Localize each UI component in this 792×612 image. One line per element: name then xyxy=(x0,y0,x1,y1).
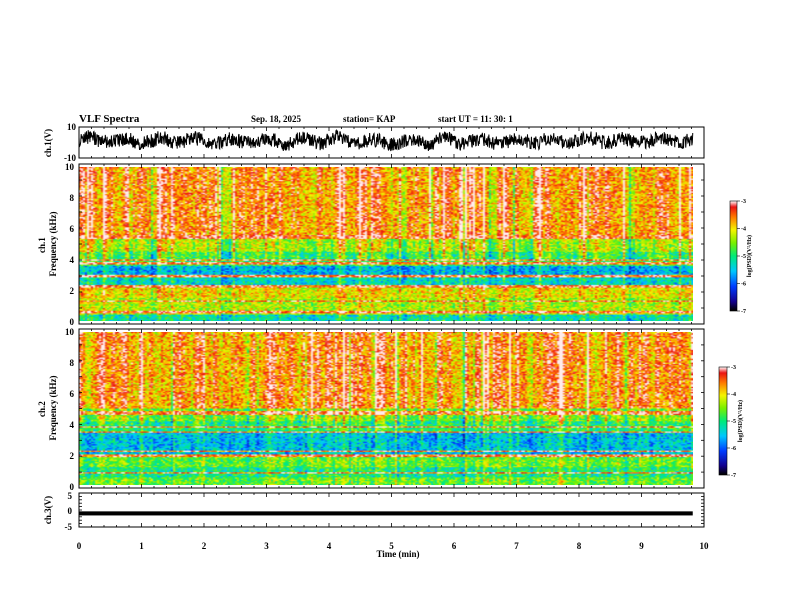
ch3-ytick-5: 5 xyxy=(68,491,73,501)
ch2-cbar-tick-m5: -5 xyxy=(731,419,736,425)
x-tick-label: 3 xyxy=(264,541,269,551)
ch2-colorbar-ticks xyxy=(727,366,730,476)
x-tick-label: 2 xyxy=(202,541,207,551)
x-tick-label: 10 xyxy=(700,541,710,551)
ch2-ytick-0: 0 xyxy=(70,482,75,492)
ch1-ytick-0: 0 xyxy=(70,317,75,327)
ch1-waveform-trace xyxy=(78,129,694,152)
x-tick-label: 1 xyxy=(139,541,144,551)
ch1-spectrogram-ylabel: ch.1 Frequency (kHz) xyxy=(37,211,58,276)
x-axis-tick-labels: 0 1 2 3 4 5 6 7 8 9 10 xyxy=(77,541,709,551)
ch1-ytick-4: 4 xyxy=(70,255,75,265)
ch2-ytick-6: 6 xyxy=(70,389,75,399)
x-tick-label: 7 xyxy=(514,541,519,551)
ch1-channel-label: ch.1 xyxy=(37,237,47,253)
ch1-cbar-tick-m5: -5 xyxy=(741,254,746,260)
x-tick-label: 9 xyxy=(639,541,644,551)
station-label: station= KAP xyxy=(343,114,396,124)
ch1-ytick-bottom: -10 xyxy=(64,153,76,163)
ch1-waveform-ticks xyxy=(78,127,705,158)
ch1-colorbar-ticks xyxy=(737,200,740,312)
ch2-cbar-tick-m6: -6 xyxy=(731,446,736,452)
ch2-colorbar-label: log(PSD)(V²/Hz) xyxy=(737,400,744,442)
ch2-channel-label: ch.2 xyxy=(37,401,47,417)
ch2-spectrogram-panel: 10 8 6 4 2 0 ch.2 Frequency (kHz) -3 -4 … xyxy=(37,327,744,492)
ch1-colorbar xyxy=(730,201,737,311)
ch2-ytick-8: 8 xyxy=(70,358,75,368)
ch1-ytick-2: 2 xyxy=(70,286,75,296)
ch2-ytick-10: 10 xyxy=(65,327,75,337)
x-tick-label: 0 xyxy=(77,541,82,551)
ch1-ytick-10: 10 xyxy=(65,162,75,172)
ch1-cbar-tick-m4: -4 xyxy=(741,227,746,233)
ch1-ytick-6: 6 xyxy=(70,224,75,234)
ch2-colorbar xyxy=(719,367,727,475)
ch1-cbar-tick-m3: -3 xyxy=(741,199,746,205)
x-axis-label: Time (min) xyxy=(376,549,419,559)
ch2-cbar-tick-m7: -7 xyxy=(731,473,736,479)
ch3-waveform-frame xyxy=(78,492,705,528)
ch2-cbar-tick-m4: -4 xyxy=(731,392,736,398)
ch1-frequency-label: Frequency (kHz) xyxy=(48,211,58,276)
ch3-waveform-panel: 5 0 -5 ch.3(V) xyxy=(43,491,705,532)
x-tick-label: 6 xyxy=(452,541,457,551)
ch3-waveform-band xyxy=(79,511,693,516)
ch1-waveform-panel: 10 -10 ch.1(V) xyxy=(43,122,705,163)
ch1-spectrogram-panel: 10 8 6 4 2 0 ch.1 Frequency (kHz) -3 -4 … xyxy=(37,162,753,327)
ch1-ytick-8: 8 xyxy=(70,193,75,203)
ch1-cbar-tick-m7: -7 xyxy=(741,309,746,315)
ch1-colorbar-label: log(PSD)(V²/Hz) xyxy=(746,235,753,277)
ch2-cbar-tick-m3: -3 xyxy=(731,365,736,371)
ch1-spectrogram-image xyxy=(79,167,693,321)
ch2-spectrogram-ticks xyxy=(78,328,705,489)
ch1-waveform-ylabel: ch.1(V) xyxy=(43,129,53,157)
ch3-waveform-ylabel: ch.3(V) xyxy=(43,496,53,524)
ch1-ytick-top: 10 xyxy=(67,122,77,132)
figure-title: VLF Spectra xyxy=(79,113,140,125)
date-label: Sep. 18, 2025 xyxy=(251,114,302,124)
ch3-ytick-m5: -5 xyxy=(65,522,73,532)
ch2-spectrogram-image xyxy=(79,332,693,485)
ch1-cbar-tick-m6: -6 xyxy=(741,282,746,288)
ch3-ytick-0: 0 xyxy=(68,506,73,516)
ch2-spectrogram-ylabel: ch.2 Frequency (kHz) xyxy=(37,375,58,440)
ch2-frequency-label: Frequency (kHz) xyxy=(48,375,58,440)
x-tick-label: 4 xyxy=(327,541,332,551)
ch1-spectrogram-ticks xyxy=(78,163,705,325)
ch2-ytick-2: 2 xyxy=(70,451,75,461)
start-time-label: start UT = 11: 30: 1 xyxy=(438,114,513,124)
ch2-ytick-4: 4 xyxy=(70,420,75,430)
x-tick-label: 8 xyxy=(577,541,582,551)
x-tick-label: 5 xyxy=(389,541,394,551)
ch3-waveform-ticks xyxy=(78,492,705,528)
